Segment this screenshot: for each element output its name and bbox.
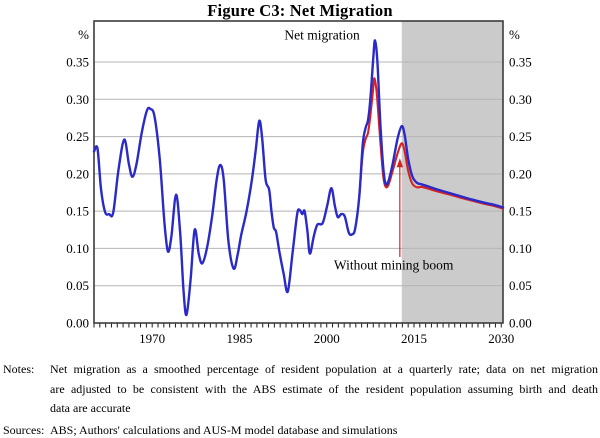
x-axis-label: 1970 bbox=[139, 331, 165, 346]
y-axis-label-right: 0.15 bbox=[509, 204, 532, 219]
plot-frame bbox=[93, 20, 504, 324]
figure-title: Figure C3: Net Migration bbox=[207, 1, 393, 20]
y-axis-label-right: 0.20 bbox=[509, 166, 532, 181]
sources-label: Sources: bbox=[3, 423, 45, 437]
notes-line-3: data are accurate bbox=[50, 401, 131, 415]
y-axis-label-right: 0.35 bbox=[509, 55, 532, 70]
notes-text: Net migration as a smoothed percentage o… bbox=[50, 360, 598, 419]
net-migration-chart: Net migration Without mining boom 0.00 0.00… bbox=[66, 20, 532, 346]
notes-line-1: Net migration as a smoothed percentage o… bbox=[50, 362, 598, 376]
notes-label: Notes: bbox=[3, 362, 35, 376]
y-axis-label-right: 0.05 bbox=[509, 278, 532, 293]
x-axis-label: 2015 bbox=[401, 331, 427, 346]
percent-label-right: % bbox=[509, 27, 520, 42]
y-axis-label-right: 0.00 bbox=[509, 316, 532, 331]
x-axis-label: 1985 bbox=[226, 331, 252, 346]
y-axis-label-left: 0.10 bbox=[66, 241, 89, 256]
y-axis-label-left: 0.15 bbox=[66, 204, 89, 219]
without-mining-boom-label: Without mining boom bbox=[334, 257, 454, 272]
y-axis-label-left: 0.30 bbox=[66, 92, 89, 107]
net-migration-line bbox=[92, 39, 505, 317]
y-axis-label-left: 0.00 bbox=[66, 316, 89, 331]
y-axis-label-right: 0.25 bbox=[509, 129, 532, 144]
projection-shading bbox=[401, 21, 503, 323]
annotation-arrow-head bbox=[396, 158, 404, 168]
y-axis-label-right: 0.10 bbox=[509, 241, 532, 256]
y-axis-label-left: 0.20 bbox=[66, 166, 89, 181]
x-axis-label: 2000 bbox=[314, 331, 340, 346]
sources-text: ABS; Authors' calculations and AUS-M mod… bbox=[50, 423, 398, 437]
y-axis-label-left: 0.35 bbox=[66, 55, 89, 70]
notes-line-2: are adjusted to be consistent with the A… bbox=[50, 381, 598, 396]
x-axis-label: 2030 bbox=[488, 331, 514, 346]
y-axis-label-left: 0.05 bbox=[66, 278, 89, 293]
without-mining-boom-line bbox=[358, 77, 505, 210]
percent-label-left: % bbox=[78, 27, 89, 42]
y-axis-label-right: 0.30 bbox=[509, 92, 532, 107]
y-axis-label-left: 0.25 bbox=[66, 129, 89, 144]
net-migration-label: Net migration bbox=[284, 28, 360, 43]
